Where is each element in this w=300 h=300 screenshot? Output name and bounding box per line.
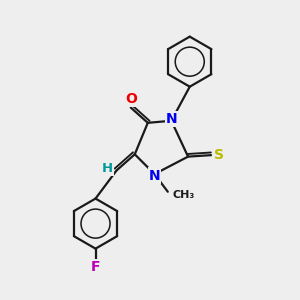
Text: O: O (125, 92, 137, 106)
Text: H: H (101, 162, 112, 175)
Text: N: N (149, 169, 161, 182)
Text: S: S (214, 148, 224, 162)
Text: N: N (166, 112, 178, 126)
Text: CH₃: CH₃ (172, 190, 194, 200)
Text: F: F (91, 260, 100, 274)
